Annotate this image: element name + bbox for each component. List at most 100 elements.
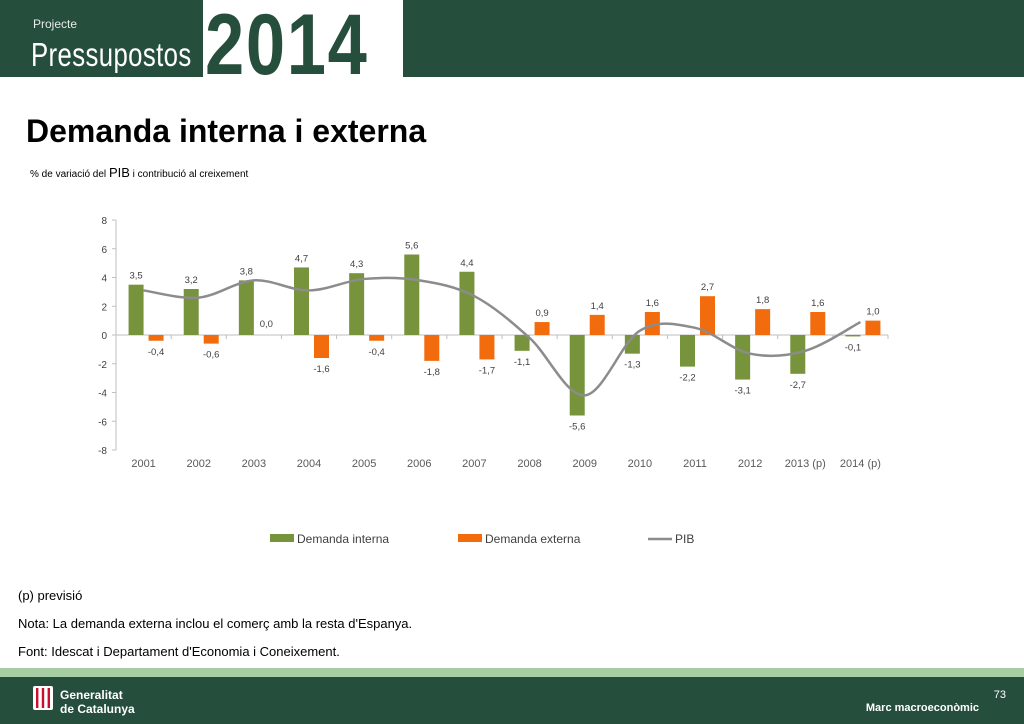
data-label-demanda-interna: 4,4 xyxy=(460,258,473,269)
data-label-demanda-interna: -2,7 xyxy=(790,380,806,391)
bar-demanda-interna xyxy=(294,267,309,335)
data-label-demanda-externa: 1,8 xyxy=(756,295,769,306)
page-number: 73 xyxy=(993,689,1006,701)
bar-demanda-externa xyxy=(148,335,164,341)
bar-demanda-interna xyxy=(128,284,144,335)
data-label-demanda-externa: -1,8 xyxy=(424,367,440,378)
bar-demanda-externa xyxy=(424,335,440,361)
bar-demanda-externa xyxy=(589,314,605,335)
bar-demanda-externa xyxy=(810,312,826,335)
bar-demanda-interna xyxy=(845,335,861,337)
data-label-demanda-externa: -0,4 xyxy=(148,347,164,358)
generalitat-logo-icon xyxy=(33,686,53,710)
bar-demanda-externa xyxy=(700,296,715,335)
data-label-demanda-interna: -5,6 xyxy=(569,422,585,433)
x-tick-label: 2013 (p) xyxy=(785,458,826,470)
subtitle-post: i contribució al creixement xyxy=(129,169,249,180)
legend-label: Demanda externa xyxy=(485,532,581,546)
bar-demanda-interna xyxy=(624,335,640,354)
legend-label: Demanda interna xyxy=(297,532,389,546)
legend-swatch-interna xyxy=(270,534,294,542)
data-label-demanda-interna: 4,3 xyxy=(350,259,363,270)
footer-bar: Generalitat de Catalunya 73 Marc macroec… xyxy=(0,677,1024,724)
data-label-demanda-externa: -0,6 xyxy=(203,350,219,361)
org-name: Generalitat de Catalunya xyxy=(60,688,135,716)
subtitle-pre: % de variació del xyxy=(30,169,109,180)
x-tick-label: 2012 xyxy=(738,458,762,470)
data-label-demanda-interna: -2,2 xyxy=(679,373,695,384)
y-tick-label: 0 xyxy=(101,331,107,342)
footer-band xyxy=(0,668,1024,677)
data-label-demanda-externa: -1,7 xyxy=(479,365,495,376)
y-tick-label: -4 xyxy=(98,389,107,400)
data-label-demanda-externa: 0,9 xyxy=(535,308,548,319)
note-font: Font: Idescat i Departament d'Economia i… xyxy=(18,644,340,659)
legend-label: PIB xyxy=(675,532,694,546)
header-pressupostos: Pressupostos xyxy=(31,36,192,73)
notes: (p) previsió Nota: La demanda externa in… xyxy=(18,588,412,672)
x-tick-label: 2003 xyxy=(242,458,266,470)
bar-demanda-interna xyxy=(349,273,365,335)
data-label-demanda-interna: -1,1 xyxy=(514,357,530,368)
x-tick-label: 2002 xyxy=(186,458,210,470)
x-tick-label: 2009 xyxy=(572,458,596,470)
data-label-demanda-interna: 3,5 xyxy=(129,271,142,282)
x-tick-label: 2010 xyxy=(628,458,652,470)
x-tick-label: 2006 xyxy=(407,458,431,470)
bar-demanda-interna xyxy=(790,335,806,374)
data-label-demanda-externa: 1,6 xyxy=(646,298,659,309)
header-bar: Projecte Pressupostos 2014 xyxy=(0,0,1024,93)
chart-subtitle: % de variació del PIB i contribució al c… xyxy=(30,165,248,180)
org-line2: de Catalunya xyxy=(60,702,135,716)
bar-demanda-externa xyxy=(755,309,771,335)
data-label-demanda-interna: 3,8 xyxy=(240,266,253,277)
y-tick-label: 2 xyxy=(101,302,107,313)
header-projecte: Projecte xyxy=(33,17,78,31)
bar-demanda-interna xyxy=(404,254,420,335)
header-year: 2014 xyxy=(205,0,369,93)
bar-demanda-interna xyxy=(183,289,199,335)
bar-demanda-externa xyxy=(865,320,881,335)
x-tick-label: 2008 xyxy=(517,458,541,470)
line-pib xyxy=(143,276,862,397)
x-tick-label: 2007 xyxy=(462,458,486,470)
data-label-demanda-externa: -0,4 xyxy=(368,347,384,358)
bar-demanda-externa xyxy=(644,312,660,335)
data-label-demanda-interna: 3,2 xyxy=(185,275,198,286)
bar-demanda-externa xyxy=(369,335,385,341)
bar-demanda-interna xyxy=(680,335,695,367)
bar-demanda-externa xyxy=(203,335,219,344)
bar-demanda-interna xyxy=(459,271,475,335)
data-label-demanda-interna: -1,3 xyxy=(624,360,640,371)
note-previsio: (p) previsió xyxy=(18,588,83,603)
bar-demanda-interna xyxy=(735,335,751,380)
data-label-demanda-externa: -1,6 xyxy=(313,364,329,375)
org-line1: Generalitat xyxy=(60,688,123,702)
y-tick-label: -8 xyxy=(98,446,107,457)
x-tick-label: 2005 xyxy=(352,458,376,470)
data-label-demanda-externa: 1,0 xyxy=(866,307,879,318)
subtitle-pib: PIB xyxy=(108,165,130,180)
data-label-demanda-externa: 2,7 xyxy=(701,282,714,293)
legend-swatch-externa xyxy=(458,534,482,542)
bar-demanda-externa xyxy=(314,335,329,358)
bar-demanda-externa xyxy=(534,322,550,335)
data-label-demanda-interna: 4,7 xyxy=(295,253,308,264)
bar-demanda-interna xyxy=(514,335,530,351)
section-name: Marc macroeconòmic xyxy=(865,702,979,714)
x-tick-label: 2014 (p) xyxy=(840,458,881,470)
x-tick-label: 2004 xyxy=(297,458,321,470)
chart: 8 6 4 2 0 -2 -4 -6 -8 3,5 3,2 3,8 4,7 4,3 5,6 4,4 -1,1 -5… xyxy=(98,216,889,546)
header-year-box xyxy=(203,0,403,77)
y-tick-label: 6 xyxy=(101,245,107,256)
note-demanda-externa: Nota: La demanda externa inclou el comer… xyxy=(18,616,413,631)
data-label-demanda-interna: 5,6 xyxy=(405,241,418,252)
y-tick-label: 4 xyxy=(101,274,107,285)
x-tick-label: 2001 xyxy=(131,458,155,470)
data-label-demanda-externa: 1,6 xyxy=(811,298,824,309)
bar-demanda-interna xyxy=(238,280,254,335)
data-label-demanda-interna: -3,1 xyxy=(734,386,750,397)
data-label-demanda-externa: 1,4 xyxy=(591,301,604,312)
x-tick-label: 2011 xyxy=(683,458,707,470)
y-tick-label: -6 xyxy=(98,417,107,428)
